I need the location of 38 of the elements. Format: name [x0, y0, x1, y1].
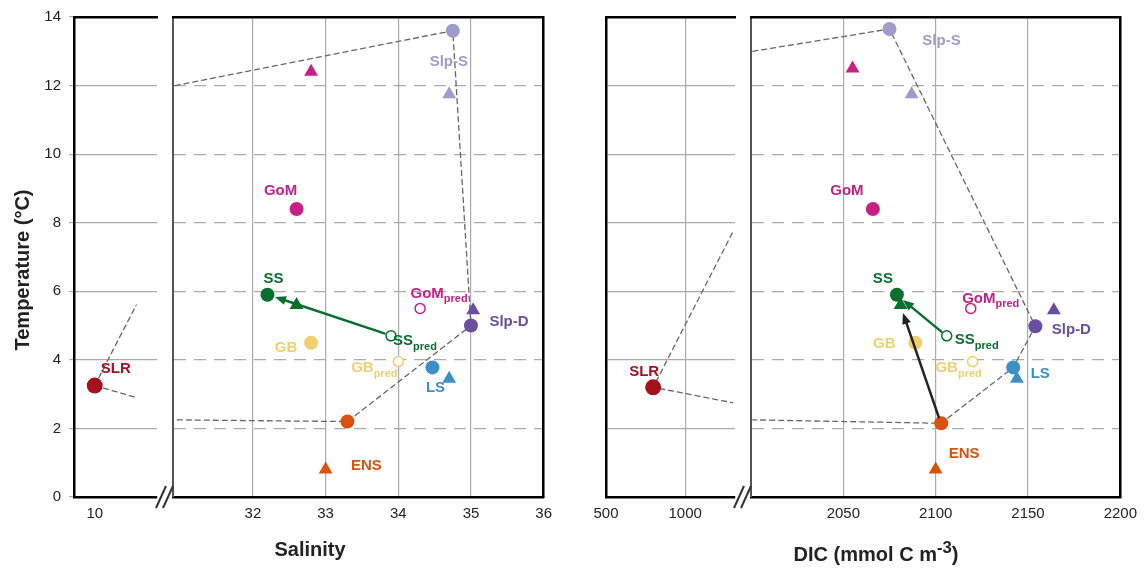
x-axis-title: DIC (mmol C m$^{-3}$): [792, 538, 960, 566]
x-tick-label: 2100: [918, 504, 953, 522]
x-tick-label: 35: [462, 504, 480, 522]
y-tick-label: 10: [44, 144, 61, 162]
y-tick-label: 4: [52, 350, 61, 367]
series-label: ENS: [351, 455, 382, 473]
x-tick-label: 1000: [668, 504, 702, 522]
x-axis-title: Salinity: [273, 538, 347, 561]
series-label: Slp-D: [1051, 320, 1092, 338]
series-label: ENS: [948, 444, 980, 462]
x-tick-label: 2050: [826, 504, 861, 522]
x-tick-label: 34: [389, 504, 407, 522]
series-label: GoM: [263, 181, 298, 199]
y-tick-label: 12: [44, 75, 61, 93]
series-label: Slp-D: [489, 311, 529, 329]
y-tick-label: 6: [52, 281, 61, 299]
series-label: SS: [263, 268, 284, 286]
series-label: Slp-S: [429, 51, 468, 69]
y-axis-title: Temperature (°C): [11, 188, 34, 353]
x-tick-label: 10: [86, 504, 104, 522]
y-tick-label: 2: [52, 418, 61, 436]
series-label: GB: [274, 337, 298, 355]
series-label: GB: [873, 333, 896, 351]
x-tick-label: 33: [317, 504, 334, 522]
x-tick-label: 2150: [1011, 504, 1045, 522]
x-tick-label: 500: [593, 504, 619, 522]
series-label: LS: [425, 377, 446, 395]
x-tick-label: 2200: [1103, 504, 1137, 522]
series-label: LS: [1030, 363, 1050, 381]
series-label: SS: [872, 268, 893, 286]
x-tick-label: 32: [244, 504, 262, 522]
y-tick-label: 14: [44, 7, 61, 25]
y-tick-label: 0: [52, 487, 61, 505]
x-tick-label: 36: [535, 504, 552, 522]
series-label: SLR: [629, 362, 660, 380]
series-label: SLR: [100, 358, 131, 376]
y-tick-label: 8: [52, 212, 61, 230]
series-label: GoM: [830, 181, 864, 199]
